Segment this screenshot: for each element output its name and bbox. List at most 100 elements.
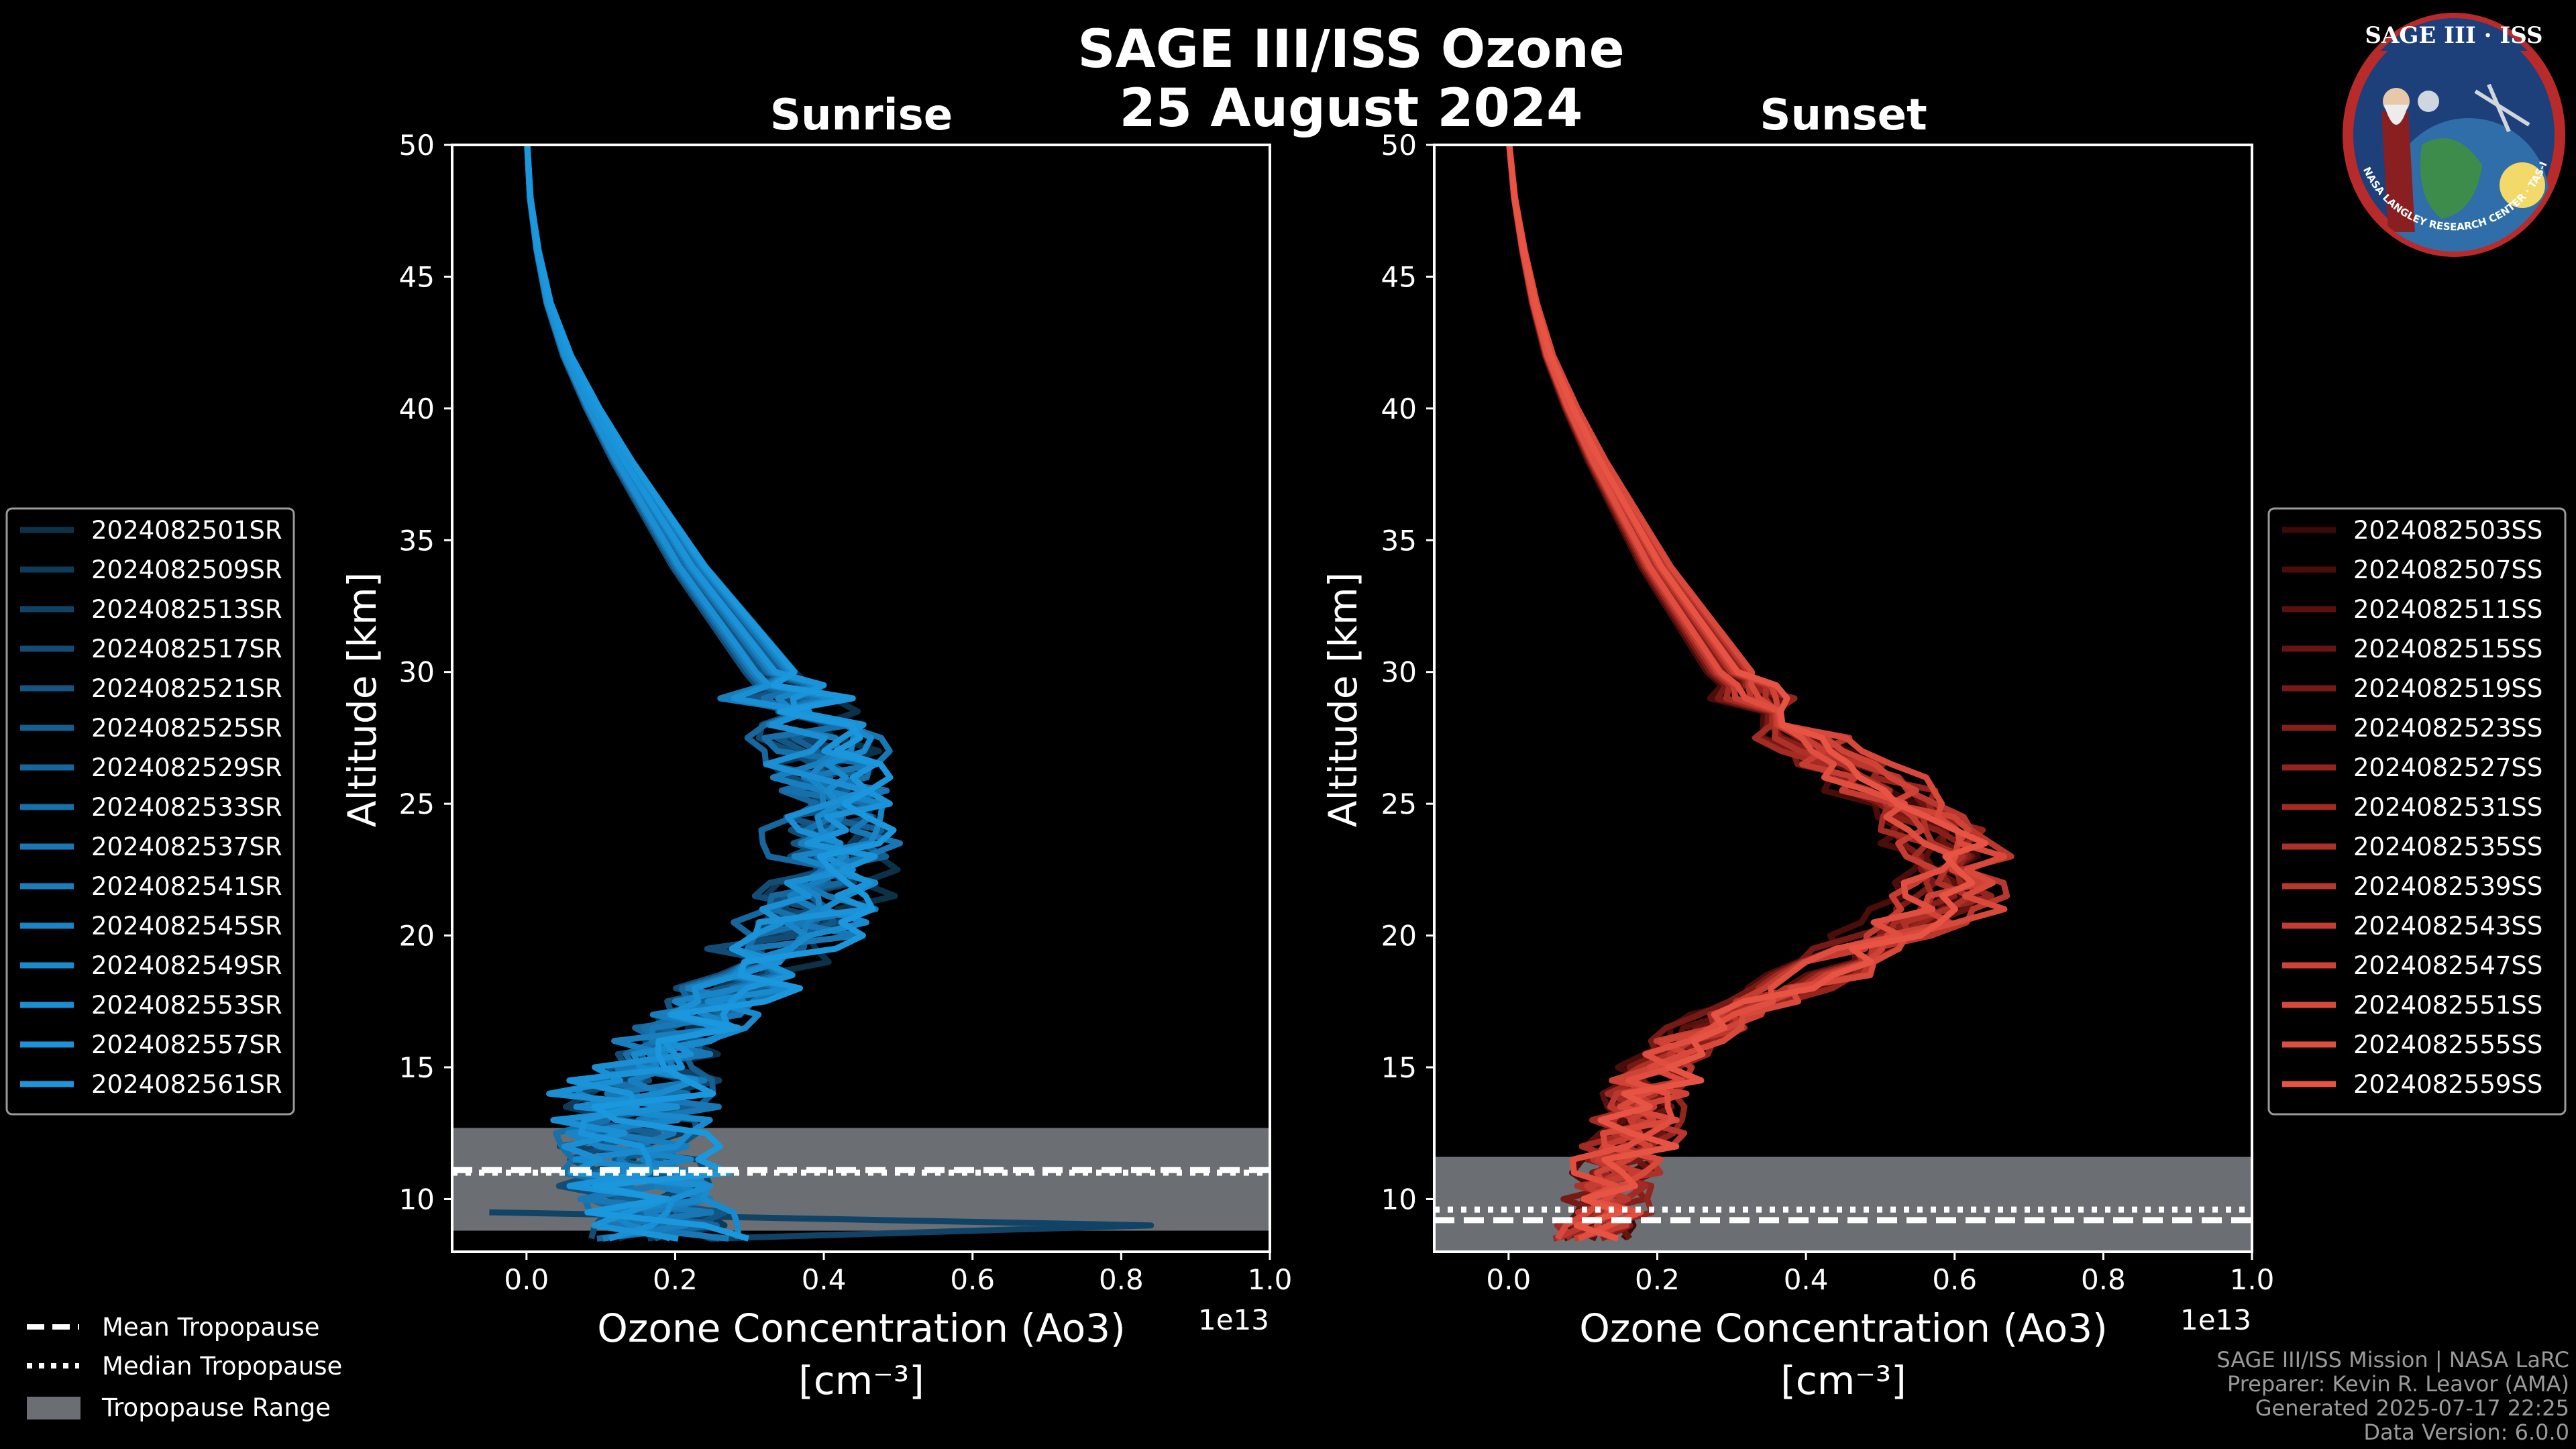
sunset-profile-2024082507SS [1506, 144, 1929, 1242]
sunrise-legend-label: 2024082509SR [91, 555, 282, 584]
tropopause-range-legend-swatch [27, 1397, 80, 1419]
sunset-y-tick-label: 25 [1381, 788, 1417, 820]
sunrise-x-tick-label: 1.0 [1248, 1263, 1293, 1296]
sunrise-legend-label: 2024082549SR [91, 951, 282, 980]
mean-tropopause-legend-label: Mean Tropopause [102, 1313, 320, 1342]
sunset-profile-2024082519SS [1506, 144, 1938, 1240]
sunrise-x-tick-label: 0.0 [504, 1263, 549, 1296]
sunrise-x-tick-label: 0.8 [1099, 1263, 1144, 1296]
sunrise-legend-frame [5, 507, 295, 1116]
sunset-legend-label: 2024082555SS [2353, 1030, 2542, 1059]
sunrise-legend-label: 2024082525SR [91, 714, 282, 743]
sunset-y-tick-label: 50 [1381, 129, 1417, 162]
sunset-y-tick-label: 45 [1381, 260, 1417, 293]
sunset-legend-label: 2024082515SS [2353, 635, 2542, 663]
credit-line-2: Preparer: Kevin R. Leavor (AMA) [2227, 1371, 2569, 1397]
sunrise-legend-label: 2024082501SR [91, 516, 282, 545]
sunrise-x-tick-label: 0.4 [802, 1263, 847, 1296]
sunset-panel: Sunset 0.0 0.2 0.4 0.6 0.8 1.0 10 15 20 25 30 35 40 4… [1320, 91, 2274, 1403]
sunset-legend-label: 2024082551SS [2353, 991, 2542, 1020]
logo-text: SAGE III · ISS [2365, 22, 2542, 49]
sunset-y-tick-label: 40 [1381, 392, 1417, 425]
sunrise-x-tick-label: 0.6 [950, 1263, 995, 1296]
sunset-x-tick-label: 0.6 [1932, 1263, 1977, 1296]
sunset-profile-2024082551SS [1506, 144, 2008, 1240]
sunrise-plot-area: 0.0 0.2 0.4 0.6 0.8 1.0 10 15 20 25 30 35 40 45 50 [399, 129, 1293, 1296]
sunrise-y-tick-label: 10 [399, 1183, 435, 1216]
sunset-profile-2024082547SS [1506, 144, 1986, 1241]
tropopause-legend: Mean Tropopause Median Tropopause Tropop… [27, 1313, 342, 1422]
sunset-legend-label: 2024082527SS [2353, 753, 2542, 782]
sunset-legend-label: 2024082539SS [2353, 872, 2542, 901]
sunrise-legend-label: 2024082513SR [91, 595, 282, 624]
sunset-x-tick-label: 0.8 [2081, 1263, 2126, 1296]
sunrise-legend-label: 2024082537SR [91, 833, 282, 861]
sunset-legend-frame [2267, 507, 2567, 1116]
sunrise-legend-label: 2024082545SR [91, 912, 282, 941]
sunset-legend-label: 2024082519SS [2353, 674, 2542, 703]
sunset-axes-frame [1433, 144, 2253, 1253]
sunrise-panel: Sunrise 0.0 0.2 0.4 0.6 0.8 1.0 10 15 20 25 30 35 40… [339, 91, 1292, 1403]
sunrise-x-tick-label: 0.2 [653, 1263, 698, 1296]
tropopause-range-legend-label: Tropopause Range [101, 1393, 331, 1422]
sunset-y-tick-label: 15 [1381, 1051, 1417, 1084]
sunrise-profile-2024082501SR [524, 144, 901, 1242]
sunrise-profile-2024082561SR [524, 144, 897, 1242]
sunrise-legend-label: 2024082553SR [91, 991, 282, 1020]
sunrise-profile-2024082525SR [524, 144, 890, 1242]
sunset-y-tick-label: 20 [1381, 920, 1417, 953]
sunrise-x-axis-unit: [cm⁻³] [798, 1358, 924, 1403]
sunset-legend-label: 2024082511SS [2353, 595, 2542, 624]
sunset-legend-label: 2024082503SS [2353, 516, 2542, 545]
sunset-x-offset-label: 1e13 [2180, 1303, 2251, 1336]
sage-iii-iss-mission-patch: SAGE III · ISS BALL · NASA LANGLEY RESEA… [2341, 11, 2565, 257]
figure-title-line2: 25 August 2024 [1120, 78, 1583, 139]
credits: SAGE III/ISS Mission | NASA LaRC Prepare… [2216, 1347, 2569, 1445]
sunrise-legend-label: 2024082521SR [91, 674, 282, 703]
sunrise-y-tick-label: 35 [399, 524, 435, 557]
sunrise-legend-label: 2024082541SR [91, 872, 282, 901]
sunset-x-tick-label: 0.2 [1635, 1263, 1680, 1296]
sunset-legend-label: 2024082543SS [2353, 912, 2542, 941]
sunrise-x-axis-label: Ozone Concentration (Ao3) [597, 1305, 1126, 1351]
sunset-legend: 2024082503SS 2024082507SS 2024082511SS 2024… [2267, 507, 2567, 1116]
sunset-profile-2024082559SS [1506, 144, 1989, 1242]
sunrise-y-tick-label: 25 [399, 788, 435, 820]
sunrise-y-axis-label: Altitude [km] [339, 572, 385, 827]
sunset-y-tick-label: 35 [1381, 524, 1417, 557]
sunset-x-axis-label: Ozone Concentration (Ao3) [1579, 1305, 2108, 1351]
sunrise-y-tick-label: 45 [399, 260, 435, 293]
sunset-y-tick-label: 10 [1381, 1183, 1417, 1216]
sunset-x-tick-label: 1.0 [2230, 1263, 2275, 1296]
sunrise-panel-title: Sunrise [770, 91, 953, 140]
sunset-plot-area: 0.0 0.2 0.4 0.6 0.8 1.0 10 15 20 25 30 35 40 45 50 [1381, 129, 2275, 1296]
median-tropopause-legend-label: Median Tropopause [102, 1352, 342, 1381]
sunrise-legend-label: 2024082529SR [91, 753, 282, 782]
sunset-x-tick-label: 0.4 [1784, 1263, 1829, 1296]
credit-line-3: Generated 2025-07-17 22:25 [2255, 1395, 2569, 1421]
sunset-legend-label: 2024082535SS [2353, 833, 2542, 861]
sunset-legend-label: 2024082507SS [2353, 555, 2542, 584]
sunrise-legend-label: 2024082561SR [91, 1070, 282, 1099]
sunrise-y-tick-label: 50 [399, 129, 435, 162]
sunset-y-tick-label: 30 [1381, 656, 1417, 689]
sunrise-y-tick-label: 15 [399, 1051, 435, 1084]
sunrise-y-tick-label: 40 [399, 392, 435, 425]
credit-line-4: Data Version: 6.0.0 [2363, 1419, 2569, 1445]
sunrise-legend-label: 2024082533SR [91, 793, 282, 822]
sunrise-x-offset-label: 1e13 [1198, 1303, 1269, 1336]
sunrise-legend: 2024082501SR 2024082509SR 2024082513SR 2024… [5, 507, 295, 1116]
sunset-legend-label: 2024082523SS [2353, 714, 2542, 743]
sunrise-axes-frame [451, 144, 1271, 1253]
sunset-legend-label: 2024082531SS [2353, 793, 2542, 822]
sunrise-y-tick-label: 20 [399, 920, 435, 953]
sunrise-legend-label: 2024082517SR [91, 635, 282, 663]
sunset-x-axis-unit: [cm⁻³] [1780, 1358, 1907, 1403]
figure-title-line1: SAGE III/ISS Ozone [1077, 19, 1624, 80]
credit-line-1: SAGE III/ISS Mission | NASA LaRC [2216, 1347, 2569, 1373]
sunset-legend-label: 2024082559SS [2353, 1070, 2542, 1099]
sunset-panel-title: Sunset [1760, 91, 1927, 140]
sunset-x-tick-label: 0.0 [1486, 1263, 1531, 1296]
sunrise-y-tick-label: 30 [399, 656, 435, 689]
